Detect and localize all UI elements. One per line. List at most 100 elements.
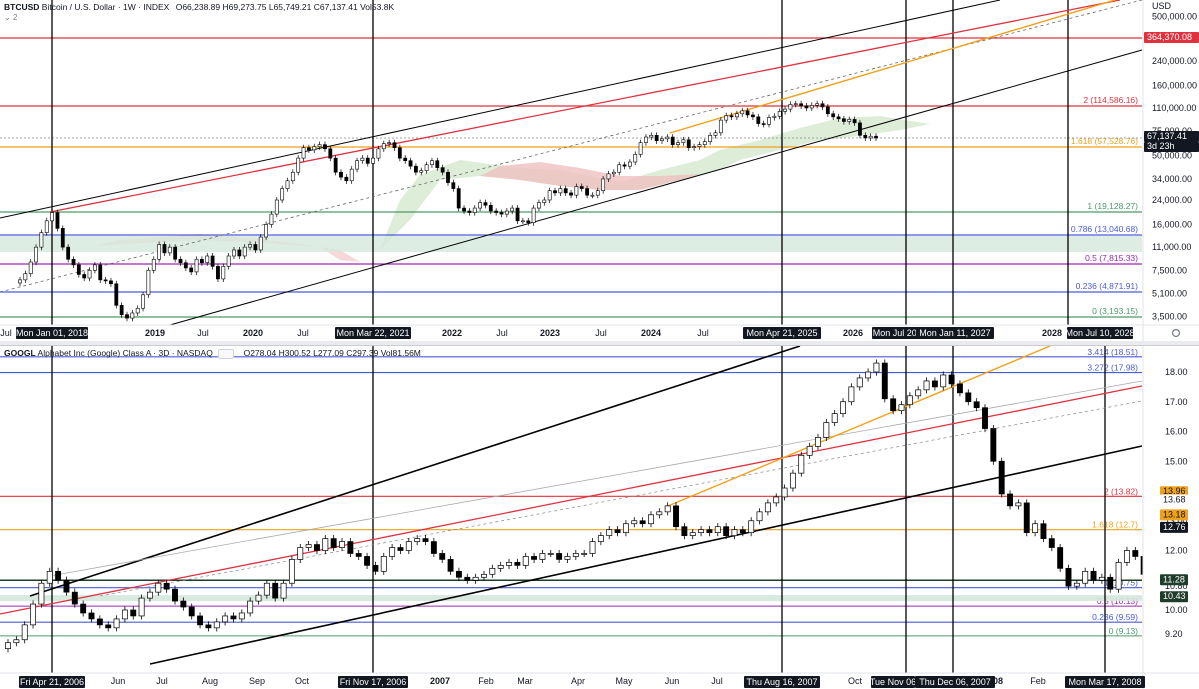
googl-channel-lower [149, 445, 1143, 665]
btc-candle [446, 171, 450, 183]
btc-candle [301, 147, 306, 159]
pane-divider[interactable] [0, 341, 1199, 345]
btc-candle [419, 170, 424, 173]
googl-candle [322, 538, 329, 551]
btc-candle [456, 188, 461, 209]
googl-price-badge [1160, 486, 1188, 498]
btc-indicator-count[interactable]: ⌄ 2 [4, 13, 18, 22]
googl-candle [873, 362, 880, 373]
googl-candle [622, 523, 629, 534]
btc-candle [847, 119, 852, 122]
googl-symbol[interactable]: GOOGL [4, 348, 36, 358]
googl-candle [723, 526, 730, 536]
googl-x-tick: Sep [249, 676, 265, 686]
googl-chart-canvas[interactable]: 3.414 (18.51) 3.272 (17.98) 2 (13.82) 1.618… [0, 346, 1199, 689]
googl-candle [556, 553, 563, 560]
btc-candle [681, 139, 686, 143]
googl-candle [21, 624, 28, 641]
btc-sub-count: 2 [12, 13, 18, 22]
btc-fib-label: 0 (3,193.15) [1092, 306, 1138, 316]
googl-candle [581, 553, 588, 555]
googl-high: H300.52 [278, 348, 311, 358]
btc-candle [387, 142, 392, 144]
btc-x-tick: 2024 [641, 328, 661, 338]
googl-candle [172, 588, 178, 602]
googl-date-marker-label: Thu Aug 16, 2007 [746, 677, 817, 687]
btc-candle [756, 116, 761, 124]
googl-candle [147, 591, 153, 599]
btc-candle [793, 103, 798, 106]
googl-candle [1007, 493, 1013, 507]
btc-candle [777, 111, 782, 117]
googl-candle [339, 541, 345, 548]
googl-date-marker [338, 676, 408, 688]
btc-date-marker [16, 327, 88, 339]
googl-candle [998, 460, 1005, 495]
googl-candle [163, 582, 170, 590]
btc-candle [55, 212, 60, 229]
googl-x-tick: Jul [156, 676, 168, 686]
btc-candle [868, 135, 873, 139]
btc-candle [381, 143, 386, 150]
btc-candle [18, 279, 22, 284]
btc-candle [34, 246, 38, 263]
googl-candle [272, 582, 279, 599]
googl-candle [764, 502, 771, 513]
btc-candle [23, 273, 28, 281]
googl-chart-panel[interactable]: 3.414 (18.51) 3.272 (17.98) 2 (13.82) 1.618… [0, 345, 1199, 689]
googl-candle [890, 398, 897, 412]
btc-candle [542, 199, 547, 203]
googl-date-marker-label: Fri Nov 17, 2006 [340, 677, 407, 687]
googl-x-tick: May [615, 676, 633, 686]
btc-candle [654, 135, 659, 142]
btc-candle [852, 119, 857, 124]
btc-y-tick: 110,000.00 [1152, 103, 1196, 113]
btc-candle [462, 207, 466, 212]
googl-candle [906, 395, 913, 406]
btc-cloud-red-2 [480, 162, 700, 190]
btc-candle [617, 164, 622, 173]
btc-candle [194, 258, 199, 273]
googl-candle [63, 579, 70, 593]
googl-candle [464, 576, 471, 581]
googl-fib-label: 0.5 (10.13) [1097, 596, 1138, 606]
btc-price-axis-bg [1143, 0, 1199, 325]
googl-date-marker-label: Mon Mar 17, 2008 [1068, 677, 1141, 687]
btc-chart-canvas[interactable]: 2 (114,586.16) 1.618 (57,528.76) 1 (19,128… [0, 0, 1199, 341]
btc-symbol[interactable]: BTCUSD [4, 2, 40, 12]
btc-candle [344, 176, 349, 182]
googl-price-badge-label: 10.43 [1163, 591, 1186, 601]
googl-open: O278.04 [243, 348, 277, 358]
btc-candle [280, 188, 285, 201]
btc-date-marker-label: Mon Jan 01, 2018 [16, 328, 88, 338]
googl-candle [865, 371, 872, 379]
btc-candle [499, 212, 504, 215]
btc-x-tick: Jul [697, 328, 709, 338]
googl-candle [1107, 576, 1114, 590]
googl-candle [38, 582, 45, 605]
btc-x-tick: Jul [595, 328, 607, 338]
googl-candle [806, 446, 813, 456]
googl-price-badge-label: 13.68 [1163, 495, 1186, 505]
googl-flag-icon[interactable] [218, 348, 235, 359]
btc-candle [451, 182, 456, 189]
googl-y-tick: 18.00 [1165, 367, 1188, 377]
googl-candle [673, 505, 679, 528]
btc-chart-panel[interactable]: 2 (114,586.16) 1.618 (57,528.76) 1 (19,128… [0, 0, 1199, 341]
btc-candle [237, 249, 242, 257]
btc-candle [863, 135, 868, 139]
btc-candle [841, 118, 846, 122]
btc-candle [285, 180, 290, 189]
btc-legend: BTCUSD Bitcoin / U.S. Dollar · 1W · INDE… [4, 2, 394, 22]
settings-gear-icon[interactable] [1171, 328, 1181, 338]
googl-candle [188, 606, 195, 617]
btc-candle [724, 115, 729, 121]
btc-candle [355, 160, 359, 170]
btc-candle [435, 160, 440, 168]
googl-candle [714, 526, 721, 533]
btc-candle [708, 135, 713, 142]
googl-channel-upper [29, 346, 801, 597]
googl-candle [481, 573, 487, 578]
btc-candle [50, 212, 55, 222]
btc-candle [323, 144, 327, 150]
